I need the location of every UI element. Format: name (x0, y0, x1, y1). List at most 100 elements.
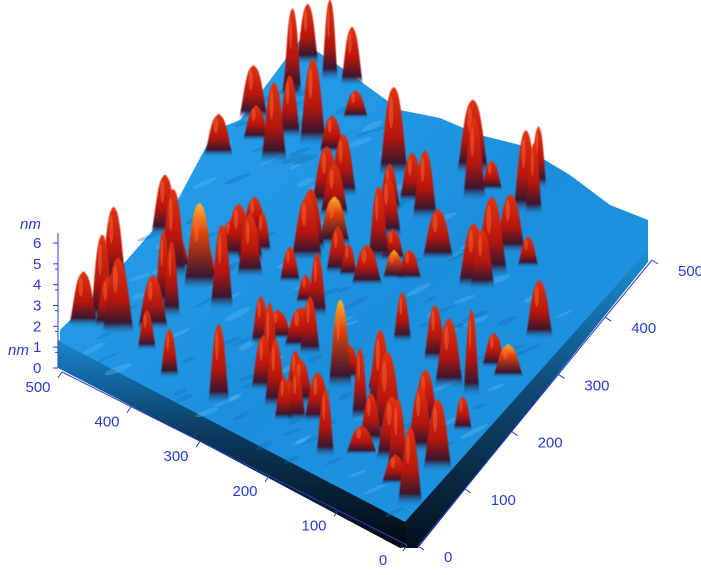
surface-peak (204, 113, 233, 157)
peak-highlight (345, 246, 349, 259)
texture-streak (342, 296, 370, 311)
z-tick-label: 1 (33, 339, 41, 356)
texture-streak (175, 394, 193, 402)
surface-peak (160, 328, 179, 378)
peak-highlight (531, 150, 534, 176)
peak-highlight (293, 376, 297, 394)
texture-streak (385, 507, 404, 518)
texture-streak (181, 356, 195, 364)
peak-highlight (534, 286, 539, 307)
peak-highlight (269, 90, 274, 120)
right-wall (405, 248, 648, 548)
surface-peak (434, 318, 464, 388)
texture-streak (192, 177, 217, 190)
texture-streak (454, 294, 475, 304)
surface-peak (283, 8, 302, 97)
texture-streak (292, 154, 318, 165)
surface-peak (279, 246, 301, 283)
surface-peak (422, 209, 454, 260)
texture-streak (232, 335, 255, 347)
texture-streak (355, 129, 376, 138)
surface-peak (525, 280, 554, 339)
peak-highlight (388, 96, 394, 129)
right-tick-mark (558, 373, 565, 379)
left-tick-mark (195, 440, 201, 448)
peak-highlight (112, 265, 118, 293)
surface-peak (517, 236, 539, 267)
peak-highlight (524, 239, 528, 251)
peak-highlight (470, 126, 475, 156)
surface-peak (208, 323, 230, 404)
texture-streak (104, 363, 132, 376)
texture-streak (299, 435, 325, 445)
peak-highlight (381, 360, 387, 392)
peak-highlight (327, 118, 332, 133)
peak-highlight (213, 118, 219, 134)
texture-streak (93, 352, 120, 365)
texture-streak (284, 455, 299, 464)
peak-highlight (357, 355, 360, 382)
texture-streak (473, 403, 485, 410)
surface-peak (69, 271, 98, 327)
surface-peak (318, 196, 351, 246)
peak-highlight (143, 313, 147, 329)
peak-highlight (356, 428, 362, 439)
surface-peak (102, 257, 135, 334)
right-tick-label: 0 (444, 549, 452, 566)
peak-highlight (78, 276, 83, 297)
peak-highlight (348, 32, 352, 54)
peak-highlight (407, 157, 412, 176)
right-tick-mark (604, 316, 612, 322)
peak-highlight (292, 355, 296, 375)
peak-highlight (431, 310, 435, 331)
peak-highlight (375, 338, 380, 371)
z-axis-unit-low: nm (8, 342, 29, 359)
texture-streak (337, 286, 351, 293)
texture-streak (347, 469, 367, 478)
peak-highlight (351, 92, 356, 104)
peak-highlight (147, 280, 153, 301)
left-tick-mark (126, 406, 132, 413)
texture-streak (424, 296, 436, 303)
peak-highlight (259, 215, 263, 231)
surface-peak (423, 399, 452, 471)
left-tick-label: 0 (379, 552, 387, 569)
peak-highlight (271, 346, 275, 371)
peak-highlight (289, 17, 293, 50)
right-tick-label: 300 (584, 377, 609, 394)
texture-streak (362, 120, 382, 132)
peak-highlight (489, 336, 494, 349)
surface-peak (393, 292, 412, 342)
surface-peak (237, 215, 263, 277)
right-axis: 0 100 200 300 400 500 (417, 259, 701, 566)
right-tick-mark (651, 259, 659, 265)
texture-streak (97, 332, 112, 339)
left-tick-label: 300 (163, 448, 188, 465)
texture-streak (324, 457, 343, 466)
peak-highlight (388, 232, 393, 244)
peak-highlight (215, 331, 219, 361)
left-tick-label: 100 (301, 517, 326, 534)
surface-peak (495, 194, 526, 253)
peak-highlight (166, 333, 170, 352)
texture-streak (282, 427, 302, 437)
surface-peak (412, 150, 438, 219)
texture-streak (297, 177, 314, 187)
peak-highlight (217, 233, 222, 264)
texture-streak (374, 126, 386, 132)
surface-peak (463, 309, 480, 396)
texture-streak (556, 310, 572, 319)
peak-highlight (375, 193, 379, 221)
peak-highlight (328, 201, 334, 219)
surface-peak (342, 90, 369, 119)
peak-highlight (488, 163, 492, 175)
peak-highlight (194, 211, 199, 243)
texture-streak (515, 342, 544, 356)
surface-peak (299, 296, 321, 355)
z-axis-unit-top: nm (20, 216, 41, 233)
peak-highlight (160, 180, 165, 203)
peak-highlight (233, 209, 239, 230)
peak-highlight (322, 395, 326, 421)
peak-highlight (333, 231, 338, 249)
